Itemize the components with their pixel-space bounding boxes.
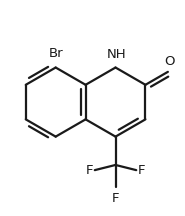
Text: NH: NH — [107, 48, 126, 61]
Text: F: F — [112, 192, 119, 205]
Text: F: F — [86, 164, 93, 177]
Text: Br: Br — [48, 47, 63, 60]
Text: F: F — [138, 164, 145, 177]
Text: O: O — [164, 55, 175, 68]
